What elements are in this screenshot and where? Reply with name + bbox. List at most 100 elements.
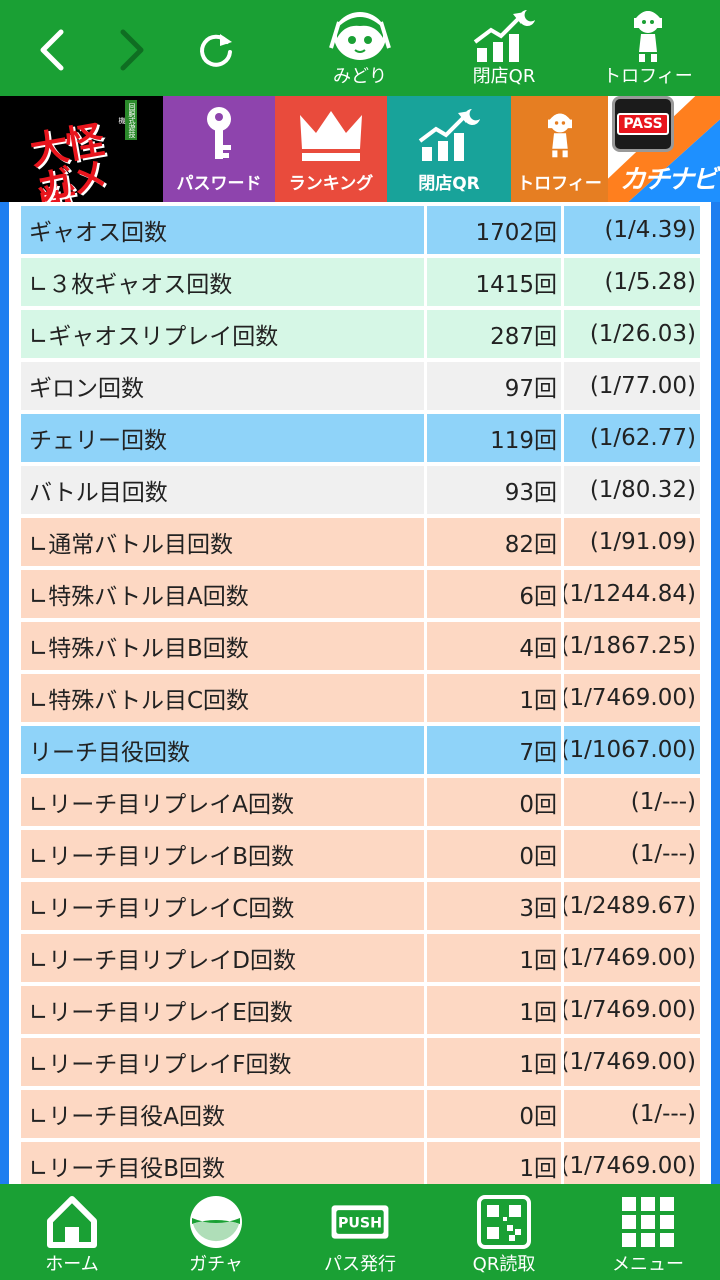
back-button[interactable] <box>24 22 80 78</box>
row-count-cell: 93回 <box>427 466 561 514</box>
trophy-tab[interactable]: トロフィー <box>511 96 608 202</box>
row-rate-cell: (1/80.32) <box>564 466 700 514</box>
trophy-button[interactable]: トロフィー <box>588 8 708 92</box>
chevron-right-icon <box>120 29 144 71</box>
trophy-label: トロフィー <box>603 66 693 87</box>
closing-qr-tab-label: 閉店QR <box>418 174 480 194</box>
row-rate-cell: (1/7469.00) <box>564 934 700 982</box>
push-badge-text: PUSH <box>338 1216 382 1232</box>
row-count-cell: 0回 <box>427 778 561 826</box>
reload-button[interactable] <box>188 22 244 78</box>
row-count-cell: 0回 <box>427 1090 561 1138</box>
row-rate-cell: (1/7469.00) <box>564 986 700 1034</box>
closing-qr-chart-icon <box>387 104 511 166</box>
menu-grid-icon <box>618 1194 678 1250</box>
home-label: ホーム <box>45 1254 99 1275</box>
row-name-cell: ∟特殊バトル目C回数 <box>21 674 424 722</box>
password-tab-label: パスワード <box>176 174 262 194</box>
table-row: ∟特殊バトル目B回数 4回 (1/1867.25) <box>21 622 709 674</box>
chevron-left-icon <box>40 29 64 71</box>
table-row: バトル目回数 93回 (1/80.32) <box>21 466 709 518</box>
row-count-cell: 1回 <box>427 674 561 722</box>
forward-button[interactable] <box>104 22 160 78</box>
row-name-cell: リーチ目役回数 <box>21 726 424 774</box>
row-name-cell: ∟３枚ギャオス回数 <box>21 258 424 306</box>
row-name-cell: チェリー回数 <box>21 414 424 462</box>
row-count-cell: 1回 <box>427 986 561 1034</box>
closing-qr-label: 閉店QR <box>472 66 536 87</box>
row-name-cell: ∟リーチ目リプレイB回数 <box>21 830 424 878</box>
table-row: ∟リーチ目役B回数 1回 (1/7469.00) <box>21 1142 709 1184</box>
row-count-cell: 1回 <box>427 1142 561 1184</box>
row-name-cell: ギャオス回数 <box>21 206 424 254</box>
kachinavi-text: カチナビ <box>619 165 718 195</box>
home-icon <box>42 1194 102 1250</box>
row-name-cell: ∟リーチ目リプレイF回数 <box>21 1038 424 1086</box>
row-rate-cell: (1/26.03) <box>564 310 700 358</box>
stats-table-area[interactable]: ギャオス回数 1702回 (1/4.39) ∟３枚ギャオス回数 1415回 (1/5.28… <box>0 202 720 1184</box>
row-name-cell: ∟リーチ目役A回数 <box>21 1090 424 1138</box>
closing-qr-tab[interactable]: 閉店QR <box>387 96 511 202</box>
closing-qr-chart-icon <box>469 8 539 64</box>
row-name-cell: ∟特殊バトル目B回数 <box>21 622 424 670</box>
row-rate-cell: (1/4.39) <box>564 206 700 254</box>
row-name-cell: ∟リーチ目役B回数 <box>21 1142 424 1184</box>
menu-label: メニュー <box>612 1254 684 1275</box>
row-count-cell: 1415回 <box>427 258 561 306</box>
row-rate-cell: (1/---) <box>564 830 700 878</box>
table-row: ギロン回数 97回 (1/77.00) <box>21 362 709 414</box>
row-count-cell: 7回 <box>427 726 561 774</box>
home-button[interactable]: ホーム <box>0 1184 144 1280</box>
row-name-cell: ∟特殊バトル目A回数 <box>21 570 424 618</box>
table-row: ∟リーチ目リプレイE回数 1回 (1/7469.00) <box>21 986 709 1038</box>
ranking-tab[interactable]: ランキング <box>275 96 387 202</box>
pass-badge: PASS <box>612 96 674 152</box>
table-row: ∟３枚ギャオス回数 1415回 (1/5.28) <box>21 258 709 310</box>
kachinavi-banner[interactable]: PASS カチナビ <box>608 96 720 202</box>
midori-button[interactable]: みどり <box>300 8 420 92</box>
pass-issue-label: パス発行 <box>324 1254 396 1275</box>
machine-banner-row: 大怪獣 ガメラ 回胴式遊技機 パスワード ランキング 閉店QR トロフィー PA… <box>0 96 720 260</box>
pass-issue-button[interactable]: PUSH パス発行 <box>288 1184 432 1280</box>
row-count-cell: 119回 <box>427 414 561 462</box>
row-rate-cell: (1/91.09) <box>564 518 700 566</box>
table-row: ∟特殊バトル目A回数 6回 (1/1244.84) <box>21 570 709 622</box>
qr-scan-button[interactable]: QR読取 <box>432 1184 576 1280</box>
row-name-cell: バトル目回数 <box>21 466 424 514</box>
trophy-figure-icon <box>511 104 608 166</box>
closing-qr-button[interactable]: 閉店QR <box>444 8 564 92</box>
table-row: ∟通常バトル目回数 82回 (1/91.09) <box>21 518 709 570</box>
reload-icon <box>200 34 232 67</box>
row-rate-cell: (1/5.28) <box>564 258 700 306</box>
row-name-cell: ∟ギャオスリプレイ回数 <box>21 310 424 358</box>
row-rate-cell: (1/1867.25) <box>564 622 700 670</box>
crown-icon <box>275 104 387 166</box>
table-row: ∟リーチ目リプレイF回数 1回 (1/7469.00) <box>21 1038 709 1090</box>
trophy-tab-label: トロフィー <box>517 174 602 194</box>
gacha-label: ガチャ <box>189 1254 243 1275</box>
password-tab[interactable]: パスワード <box>163 96 275 202</box>
row-name-cell: ∟リーチ目リプレイC回数 <box>21 882 424 930</box>
row-count-cell: 1回 <box>427 1038 561 1086</box>
pass-badge-text: PASS <box>617 113 669 135</box>
gacha-capsule-icon <box>186 1194 246 1250</box>
trophy-figure-icon <box>613 8 683 64</box>
table-row: リーチ目役回数 7回 (1/1067.00) <box>21 726 709 778</box>
gacha-button[interactable]: ガチャ <box>144 1184 288 1280</box>
row-name-cell: ∟通常バトル目回数 <box>21 518 424 566</box>
table-row: チェリー回数 119回 (1/62.77) <box>21 414 709 466</box>
row-rate-cell: (1/7469.00) <box>564 674 700 722</box>
table-row: ∟ギャオスリプレイ回数 287回 (1/26.03) <box>21 310 709 362</box>
row-count-cell: 97回 <box>427 362 561 410</box>
table-row: ∟リーチ目リプレイA回数 0回 (1/---) <box>21 778 709 830</box>
row-count-cell: 4回 <box>427 622 561 670</box>
row-name-cell: ∟リーチ目リプレイD回数 <box>21 934 424 982</box>
bottom-navigation-bar: ホーム ガチャ PUSH パス発行 QR読取 メニュー <box>0 1184 720 1280</box>
menu-button[interactable]: メニュー <box>576 1184 720 1280</box>
push-ticket-icon: PUSH <box>330 1194 390 1250</box>
qr-code-icon <box>474 1194 534 1250</box>
row-rate-cell: (1/2489.67) <box>564 882 700 930</box>
gamera-logo[interactable]: 大怪獣 ガメラ 回胴式遊技機 <box>0 96 163 260</box>
table-row: ∟特殊バトル目C回数 1回 (1/7469.00) <box>21 674 709 726</box>
row-count-cell: 1702回 <box>427 206 561 254</box>
